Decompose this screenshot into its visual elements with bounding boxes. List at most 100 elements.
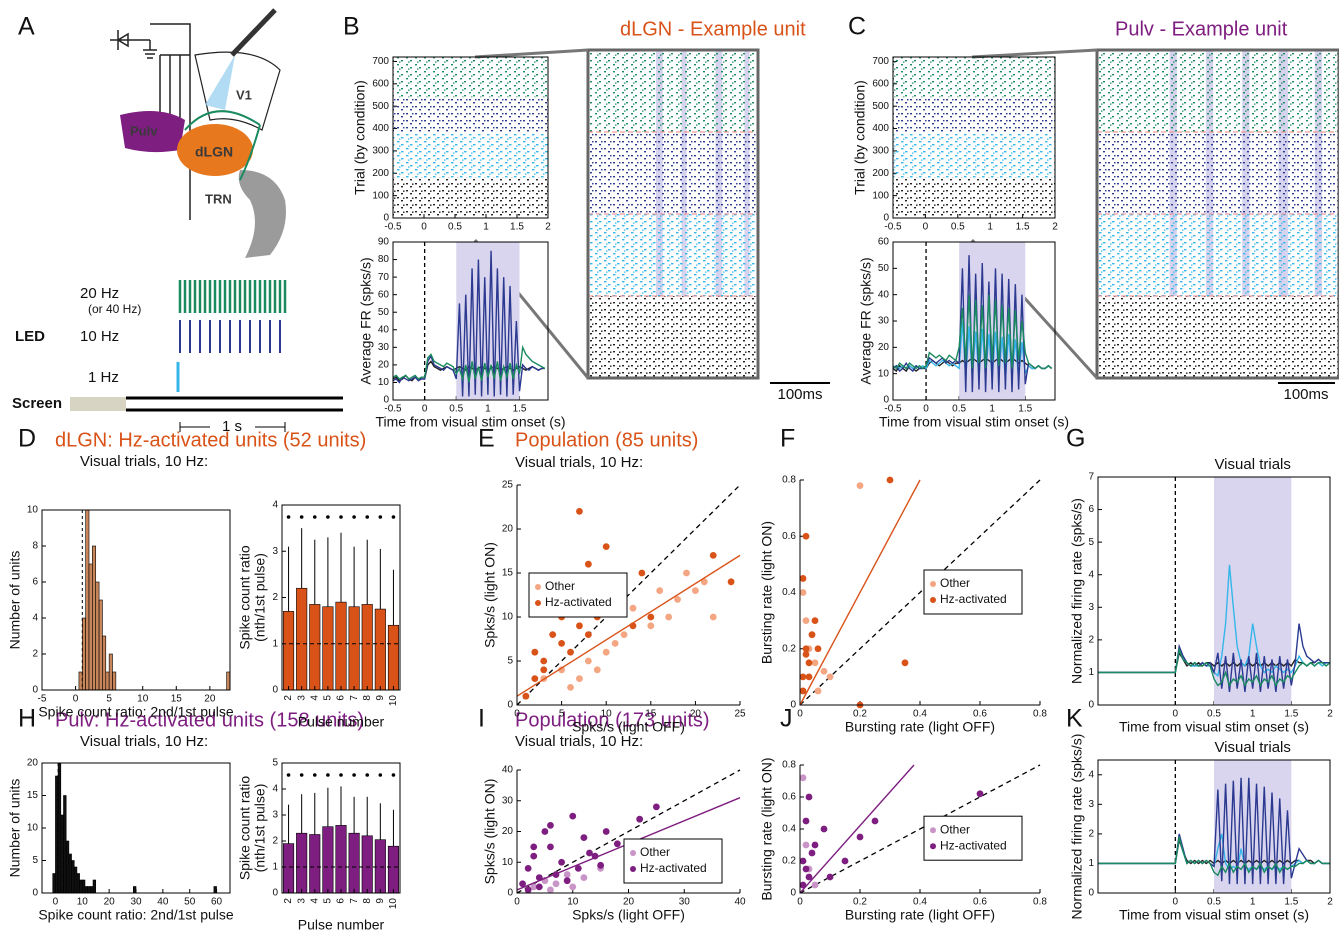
- y-tick-label: 10: [502, 857, 514, 868]
- panel-letter: I: [478, 705, 485, 733]
- bar: [296, 588, 306, 690]
- y-tick-label: 4: [1088, 569, 1094, 580]
- y-tick-label: 2: [1088, 829, 1094, 840]
- legend-marker: [535, 584, 541, 590]
- y-axis-label: Bursting rate (light ON): [759, 757, 775, 900]
- scatter-point: [540, 666, 547, 673]
- raster-zoom: [1097, 296, 1339, 378]
- y-axis-label: (nth/1st pulse): [252, 553, 268, 642]
- y-tick-label: 4: [272, 500, 278, 511]
- y-tick-label: 200: [372, 168, 389, 179]
- scatter-point: [806, 659, 813, 666]
- x-tick-label: 1: [483, 222, 489, 233]
- x-tick-label: 3: [296, 695, 307, 701]
- time-bar-label: 1 s: [222, 418, 242, 435]
- legend-label: Other: [545, 579, 575, 593]
- y-axis-label: Spike count ratio: [237, 776, 253, 880]
- fit-line: [800, 480, 920, 705]
- histogram-bar: [102, 636, 105, 690]
- bar: [349, 607, 359, 690]
- x-tick-label: 1.5: [1016, 222, 1030, 233]
- bar: [323, 607, 333, 690]
- scatter-point: [803, 651, 810, 658]
- legend-marker: [930, 827, 936, 833]
- y-tick-label: 4: [272, 784, 278, 795]
- scatter-point: [653, 804, 660, 811]
- y-tick-label: 1: [1088, 667, 1094, 678]
- x-axis-label: Bursting rate (light OFF): [845, 719, 995, 735]
- scatter-point: [576, 622, 583, 629]
- scatter-point: [581, 874, 588, 881]
- scatter-point: [800, 673, 807, 680]
- y-tick-label: 0: [507, 700, 513, 711]
- scatter-point: [603, 649, 610, 656]
- scatter-point: [827, 874, 834, 881]
- y-tick-label: 0.2: [782, 643, 796, 654]
- scatter-point: [581, 834, 588, 841]
- legend-label: Other: [940, 822, 970, 836]
- legend-marker: [930, 581, 936, 587]
- x-tick-label: 40: [734, 897, 746, 908]
- scatter-point: [812, 842, 819, 849]
- scatter-point: [540, 658, 547, 665]
- scatter-point: [803, 842, 810, 849]
- scatter-point: [564, 877, 571, 884]
- y-axis-label: Trial (by condition): [352, 80, 368, 195]
- y-tick-label: 2: [272, 592, 278, 603]
- x-tick-label: 2: [1327, 897, 1333, 908]
- y-tick-label: 1: [1088, 858, 1094, 869]
- y-tick-label: 15: [502, 568, 514, 579]
- bar: [296, 833, 306, 893]
- raster-zoom: [588, 132, 758, 214]
- significance-marker: [287, 773, 291, 777]
- bar: [336, 825, 346, 893]
- y-tick-label: 400: [872, 123, 889, 134]
- scatter-point: [656, 587, 663, 594]
- histogram-bar: [69, 854, 72, 893]
- scatter-point: [525, 887, 532, 894]
- y-tick-label: 400: [372, 123, 389, 134]
- panel-letter: K: [1066, 705, 1083, 733]
- y-tick-label: 50: [878, 263, 890, 274]
- bar: [310, 835, 320, 894]
- y-tick-label: 0.4: [782, 587, 796, 598]
- panel-subtitle: Visual trials, 10 Hz:: [515, 454, 643, 471]
- legend-label: Hz-activated: [940, 838, 1007, 852]
- scatter-point: [800, 589, 807, 596]
- scatter-point: [800, 575, 807, 582]
- y-axis-label: Average FR (spks/s): [858, 257, 874, 384]
- y-tick-label: 10: [378, 377, 390, 388]
- y-axis-label: (nth/1st pulse): [252, 784, 268, 873]
- x-tick-label: 4: [309, 898, 320, 904]
- scatter-point: [710, 552, 717, 559]
- significance-marker: [379, 515, 383, 519]
- scatter-point: [612, 640, 619, 647]
- screen-off: [70, 397, 126, 411]
- histogram-bar: [66, 841, 69, 893]
- raster-zoom: [588, 214, 758, 296]
- region-label: Pulv: [130, 123, 158, 138]
- y-tick-label: 200: [872, 168, 889, 179]
- x-tick-label: 10: [388, 695, 399, 707]
- y-tick-label: 2: [32, 649, 38, 660]
- histogram-bar: [113, 672, 116, 690]
- region-label: V1: [236, 87, 252, 102]
- bar: [349, 833, 359, 893]
- y-tick-label: 0: [507, 888, 513, 899]
- histogram-bar: [106, 672, 109, 690]
- chart-title: Visual trials: [1214, 739, 1290, 756]
- optic-fiber: [232, 10, 275, 55]
- y-axis-label: Bursting rate (light ON): [759, 521, 775, 664]
- y-tick-label: 40: [502, 765, 514, 776]
- y-tick-label: 300: [372, 146, 389, 157]
- legend-marker: [930, 843, 936, 849]
- scatter-point: [531, 675, 538, 682]
- x-tick-label: 2: [283, 695, 294, 701]
- y-tick-label: 10: [27, 505, 39, 516]
- significance-marker: [287, 515, 291, 519]
- histogram-bar: [90, 887, 93, 894]
- panel-letter: H: [18, 705, 36, 733]
- y-tick-label: 0: [790, 888, 796, 899]
- y-tick-label: 8: [32, 541, 38, 552]
- scatter-point: [821, 826, 828, 833]
